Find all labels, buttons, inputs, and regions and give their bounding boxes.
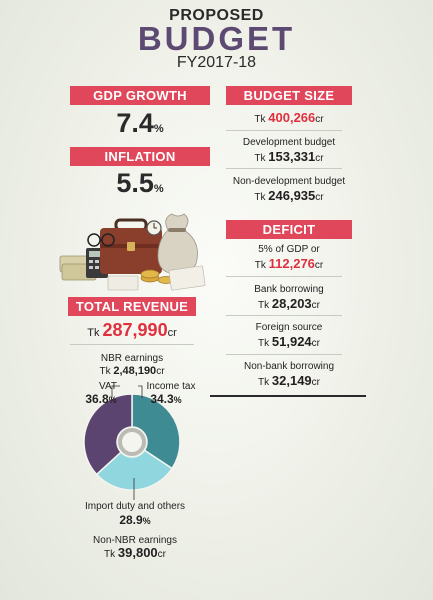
slice-vat	[83, 393, 133, 476]
divider	[226, 130, 342, 131]
slice-value-vat: 36.8%	[85, 392, 117, 406]
slice-label-vat: VAT	[99, 381, 117, 392]
total-revenue-banner: TOTAL REVENUE	[68, 297, 196, 316]
title-budget: BUDGET	[137, 20, 296, 57]
briefcase-icon	[100, 218, 162, 274]
deficit-end-rule	[210, 395, 366, 397]
divider	[226, 354, 342, 355]
inflation-value: 5.5%	[116, 168, 164, 198]
non-development-budget-value: Tk 246,935cr	[254, 188, 324, 204]
development-budget-value: Tk 153,331cr	[254, 149, 324, 165]
budget-size-total: Tk 400,266cr	[254, 110, 324, 126]
briefcase-money-illustration	[59, 213, 206, 291]
non-nbr-earnings-label: Non-NBR earnings	[93, 535, 177, 546]
divider	[226, 276, 342, 277]
nbr-earnings-value: Tk 2,48,190cr	[99, 365, 165, 377]
gdp-growth-value: 7.4%	[116, 108, 164, 138]
development-budget-label: Development budget	[242, 137, 336, 148]
slice-label-income-tax: Income tax	[146, 381, 196, 392]
slice-value-income-tax: 34.3%	[150, 392, 182, 406]
donut-center-ring	[118, 428, 146, 456]
clock-icon	[146, 220, 162, 236]
divider	[70, 344, 194, 345]
bank-borrowing-label: Bank borrowing	[254, 284, 324, 295]
slice-income-tax	[131, 393, 181, 470]
slice-value-import-duty: 28.9%	[119, 513, 151, 527]
bank-borrowing-value: Tk 28,203cr	[258, 296, 320, 312]
divider	[226, 315, 342, 316]
non-nbr-earnings-value: Tk 39,800cr	[104, 545, 166, 561]
glasses-icon	[87, 233, 115, 247]
leader-line-income-tax	[138, 385, 143, 398]
money-bag-icon	[157, 213, 198, 275]
divider	[226, 168, 342, 169]
foreign-source-value: Tk 51,924cr	[258, 334, 320, 350]
inflation-banner: INFLATION	[70, 147, 210, 166]
total-revenue-value: Tk 287,990cr	[87, 320, 177, 340]
leader-line-vat	[111, 385, 120, 398]
deficit-gdp-share-label: 5% of GDP or	[258, 244, 320, 255]
deficit-banner: DEFICIT	[226, 220, 352, 239]
title-proposed: PROPOSED	[169, 7, 264, 24]
gdp-growth-banner: GDP GROWTH	[70, 86, 210, 105]
slice-label-import-duty: Import duty and others	[84, 501, 186, 512]
foreign-source-label: Foreign source	[255, 322, 323, 333]
papers-icon	[107, 265, 206, 291]
non-development-budget-label: Non-development budget	[232, 176, 346, 187]
non-bank-borrowing-value: Tk 32,149cr	[258, 373, 320, 389]
non-bank-borrowing-label: Non-bank borrowing	[243, 361, 335, 372]
slice-import-duty	[95, 449, 174, 491]
nbr-earnings-label: NBR earnings	[100, 353, 164, 364]
deficit-total-value: Tk 112,276cr	[254, 256, 324, 272]
title-fiscal-year: FY2017-18	[176, 54, 257, 71]
budget-size-banner: BUDGET SIZE	[226, 86, 352, 105]
